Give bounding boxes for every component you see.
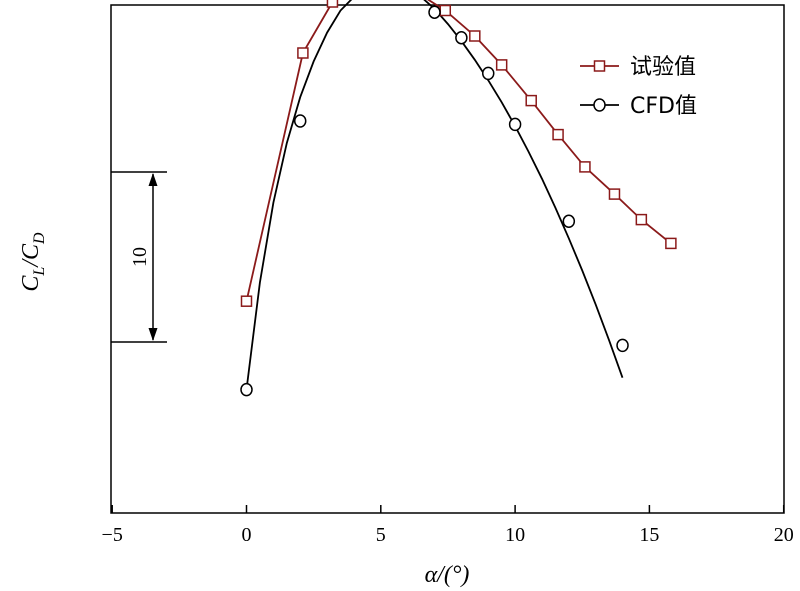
- experimental-point: [326, 0, 339, 8]
- svg-text:CL/CD: CL/CD: [18, 232, 48, 292]
- experimental-point: [439, 4, 452, 17]
- legend-label-experimental: 试验值: [630, 55, 696, 80]
- legend-marker-cfd: [593, 98, 606, 112]
- x-tick-label: 0: [242, 524, 252, 546]
- legend-marker-experimental: [593, 60, 606, 72]
- x-tick-label: 5: [376, 524, 386, 546]
- legend-label-cfd: CFD值: [630, 94, 697, 119]
- scale-bar-arrow-down: [148, 328, 158, 341]
- experimental-line: [245, 0, 672, 302]
- cfd-point: [616, 338, 629, 353]
- experimental-point: [240, 295, 253, 307]
- experimental-point: [579, 161, 591, 173]
- y-axis-title: CL/CD: [18, 232, 48, 292]
- cfd-point: [293, 114, 307, 128]
- legend: 试验值 CFD值: [580, 55, 697, 119]
- y-axis-title-sub2: D: [31, 232, 48, 245]
- x-tick-label: 20: [774, 524, 794, 546]
- x-tick-label: 10: [505, 524, 525, 546]
- cfd-point: [508, 117, 522, 132]
- plot-area-frame: [110, 4, 785, 514]
- scale-bar: 10: [111, 171, 167, 343]
- y-axis-title-sub1: L: [31, 267, 48, 277]
- experimental-point: [495, 59, 508, 71]
- scale-bar-label: 10: [129, 247, 151, 267]
- experimental-point: [552, 128, 564, 141]
- x-tick-label: 15: [639, 524, 659, 546]
- experimental-point: [469, 30, 481, 42]
- x-axis-title: α/(°): [425, 562, 470, 588]
- x-axis-ticks: −5 0 5 10 15 20: [102, 505, 794, 546]
- cfd-point: [455, 30, 468, 45]
- cfd-point: [562, 214, 576, 229]
- x-tick-label: −5: [102, 524, 123, 546]
- cfd-point: [428, 5, 441, 19]
- scale-bar-arrow-up: [148, 173, 158, 186]
- series-layer: [240, 0, 677, 397]
- experimental-point: [665, 237, 677, 250]
- experimental-point: [297, 47, 309, 59]
- experimental-point: [525, 94, 537, 107]
- experimental-point: [608, 188, 621, 200]
- cfd-point: [240, 382, 253, 397]
- cfd-point: [481, 66, 495, 81]
- y-axis-title-sep: /C: [18, 243, 44, 269]
- experimental-point: [635, 213, 648, 226]
- y-axis-title-main: C: [18, 275, 44, 292]
